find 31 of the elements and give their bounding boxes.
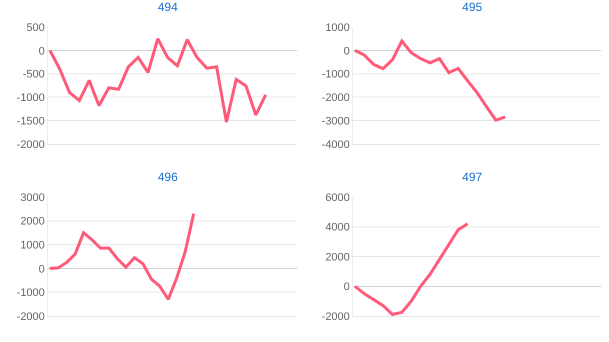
y-tick-label: 3000: [20, 192, 45, 204]
y-tick-label: 0: [38, 45, 45, 58]
y-tick-label: 6000: [325, 192, 350, 204]
y-tick-label: 2000: [325, 251, 350, 264]
line-series: [48, 212, 196, 301]
y-tick-label: -2000: [322, 92, 350, 104]
line-series: [48, 37, 268, 124]
y-tick-label: -4000: [322, 138, 350, 151]
y-tick-label: 2000: [20, 216, 45, 228]
y-tick-label: 0: [344, 45, 350, 58]
y-tick-label: 1000: [20, 239, 45, 252]
y-tick-label: -2000: [16, 310, 45, 323]
y-tick-label: 500: [26, 22, 45, 34]
y-tick-label: -1000: [16, 92, 45, 104]
y-tick-label: 1000: [325, 22, 350, 34]
y-tick-label: 0: [38, 263, 45, 276]
chart-title: 495: [462, 0, 483, 14]
y-tick-label: -1500: [16, 115, 45, 128]
y-tick-label: -1000: [16, 287, 45, 300]
chart-title: 494: [158, 0, 178, 14]
line-series: [353, 40, 507, 122]
chart-title: 497: [462, 170, 483, 184]
y-tick-label: -1000: [322, 68, 350, 81]
y-tick-label: 0: [344, 281, 350, 294]
y-tick-label: -2000: [322, 310, 350, 323]
line-series: [353, 222, 470, 316]
chart-title: 496: [158, 170, 178, 184]
y-tick-label: -500: [22, 68, 45, 81]
y-tick-label: 4000: [325, 222, 350, 234]
y-tick-label: -2000: [16, 138, 45, 151]
y-tick-label: -3000: [322, 115, 350, 128]
